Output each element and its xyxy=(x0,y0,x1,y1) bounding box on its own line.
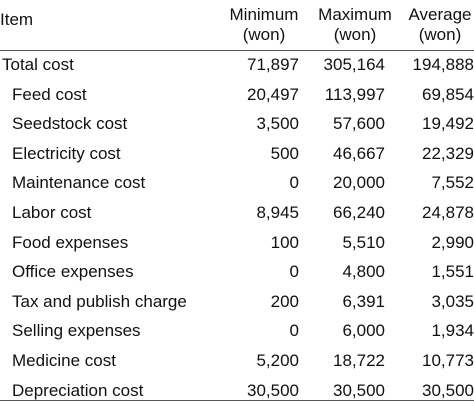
row-value: 0 xyxy=(289,262,299,282)
row-label: Seedstock cost xyxy=(12,114,128,134)
row-value: 5,200 xyxy=(256,351,299,370)
row-value: 4,800 xyxy=(342,262,385,282)
row-label: Feed cost xyxy=(12,84,87,104)
header-unit: (won) xyxy=(242,25,286,44)
row-value: 1,551 xyxy=(431,262,474,282)
row-value: 5,510 xyxy=(342,232,385,252)
row-value: 100 xyxy=(270,232,299,252)
row-value: 46,667 xyxy=(333,143,385,163)
row-label: Selling expenses xyxy=(12,321,141,341)
row-value: 305,164 xyxy=(323,55,385,74)
row-value: 30,500 xyxy=(333,380,385,400)
row-value: 1,934 xyxy=(431,321,474,341)
row-value: 3,035 xyxy=(431,291,474,311)
row-label: Office expenses xyxy=(12,262,134,282)
row-value: 194,888 xyxy=(412,55,474,74)
row-value: 500 xyxy=(270,143,299,163)
row-value: 20,497 xyxy=(247,84,299,104)
row-label: Labor cost xyxy=(12,203,92,222)
row-value: 30,500 xyxy=(247,380,299,400)
bottom-rule xyxy=(0,400,474,401)
row-value: 19,492 xyxy=(422,114,474,134)
row-value: 69,854 xyxy=(422,84,474,104)
row-value: 30,500 xyxy=(422,380,474,400)
row-value: 2,990 xyxy=(431,232,474,252)
row-value: 22,329 xyxy=(422,143,474,163)
row-value: 24,878 xyxy=(422,203,474,222)
header-cell: Minimum xyxy=(229,5,299,24)
row-value: 20,000 xyxy=(333,173,385,193)
row-value: 6,391 xyxy=(342,291,385,311)
row-value: 57,600 xyxy=(333,114,385,134)
header-unit: (won) xyxy=(333,25,377,44)
row-label: Electricity cost xyxy=(12,143,121,163)
row-value: 0 xyxy=(289,321,299,341)
row-value: 18,722 xyxy=(333,351,385,370)
row-value: 10,773 xyxy=(422,351,474,370)
row-label: Food expenses xyxy=(12,232,129,252)
row-label: Medicine cost xyxy=(12,351,116,370)
header-cell: Average xyxy=(408,5,472,24)
row-value: 71,897 xyxy=(247,55,299,74)
row-value: 3,500 xyxy=(256,114,299,134)
row-value: 113,997 xyxy=(324,84,385,104)
row-value: 0 xyxy=(289,173,299,193)
row-label: Total cost xyxy=(2,55,74,74)
header-rule xyxy=(0,50,474,51)
header-unit: (won) xyxy=(418,25,462,44)
row-label: Depreciation cost xyxy=(12,380,144,400)
header-cell: Maximum xyxy=(318,5,392,24)
row-label: Maintenance cost xyxy=(12,173,146,193)
row-value: 200 xyxy=(270,291,299,311)
row-value: 66,240 xyxy=(333,203,385,222)
row-value: 8,945 xyxy=(256,203,299,222)
header-cell: Item xyxy=(0,10,34,29)
row-label: Tax and publish charge xyxy=(12,291,187,311)
row-value: 7,552 xyxy=(431,173,474,193)
row-value: 6,000 xyxy=(342,321,385,341)
